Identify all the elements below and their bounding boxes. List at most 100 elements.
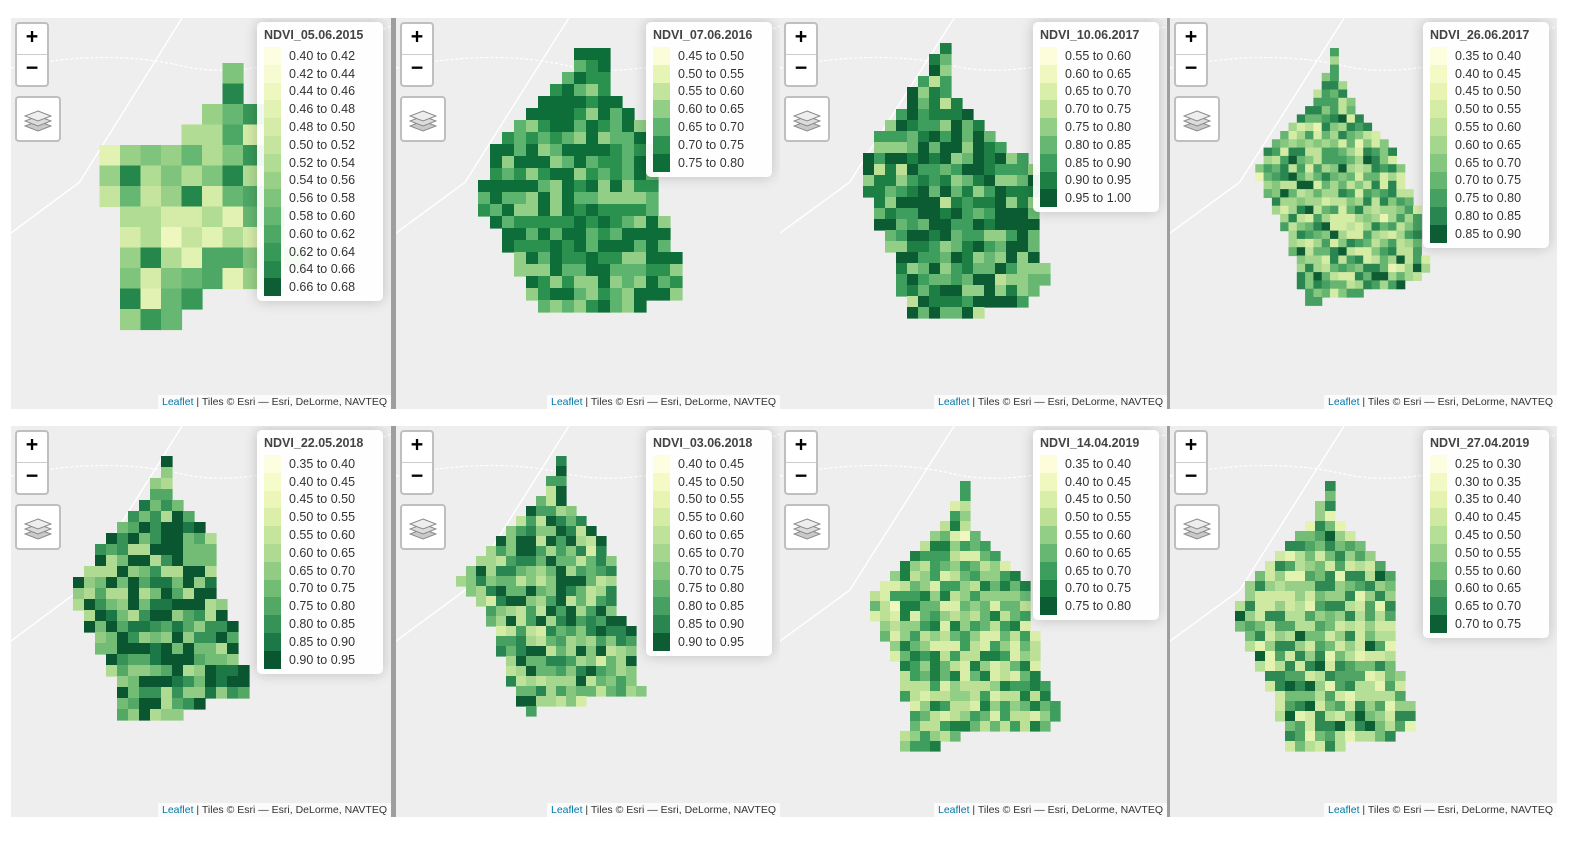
legend-entry: 0.75 to 0.80 [653, 579, 764, 598]
layers-control-button[interactable] [784, 96, 830, 142]
raster-cell [478, 204, 491, 217]
legend-label: 0.85 to 0.90 [1455, 226, 1522, 241]
raster-cell [1346, 155, 1356, 165]
raster-cell [506, 556, 517, 567]
raster-cell [546, 596, 557, 607]
raster-cell [181, 288, 203, 310]
zoom-in-button[interactable]: + [794, 432, 808, 456]
zoom-out-button[interactable]: − [786, 54, 816, 85]
legend-swatch [653, 472, 670, 491]
raster-cell [1396, 238, 1406, 248]
raster-cell [1305, 247, 1314, 257]
map-panel[interactable]: + − NDVI_22.05.2018 0.35 to 0.40 0.40 to 0.4… [11, 426, 391, 817]
layers-control-button[interactable] [1174, 96, 1220, 142]
raster-cell [576, 606, 587, 617]
raster-cell [610, 192, 623, 205]
raster-cell [216, 610, 228, 622]
map-panel[interactable]: + − NDVI_07.06.2016 0.45 to 0.50 0.50 to 0.5… [396, 18, 780, 409]
raster-cell [150, 709, 162, 721]
raster-cell [929, 307, 941, 319]
raster-cell [1010, 601, 1021, 612]
raster-cell [907, 186, 919, 198]
leaflet-link[interactable]: Leaflet [1327, 396, 1360, 408]
legend-swatch [1430, 508, 1447, 527]
raster-cell [896, 219, 908, 231]
raster-cell [1354, 247, 1364, 257]
raster-cell [900, 621, 911, 632]
leaflet-link[interactable]: Leaflet [937, 804, 970, 816]
map-panel[interactable]: + − NDVI_10.06.2017 0.55 to 0.60 0.60 to 0.6… [780, 18, 1167, 409]
zoom-in-button[interactable]: + [25, 432, 39, 456]
raster-cell [880, 601, 891, 612]
zoom-out-button[interactable]: − [1176, 54, 1206, 85]
raster-cell [222, 247, 244, 269]
layers-control-button[interactable] [15, 96, 61, 142]
zoom-out-button[interactable]: − [402, 54, 432, 85]
layers-control-button[interactable] [1174, 504, 1220, 550]
raster-cell [960, 611, 971, 622]
raster-cell [1354, 189, 1364, 198]
raster-cell [181, 247, 203, 269]
raster-cell [526, 606, 537, 617]
raster-cell [586, 636, 597, 647]
raster-cell [536, 646, 547, 657]
map-panel[interactable]: + − NDVI_03.06.2018 0.40 to 0.45 0.45 to 0.5… [396, 426, 780, 817]
zoom-in-button[interactable]: + [25, 24, 39, 48]
zoom-out-button[interactable]: − [786, 462, 816, 493]
raster-cell [1050, 701, 1061, 712]
zoom-in-button[interactable]: + [1184, 24, 1198, 48]
raster-cell [1335, 571, 1346, 582]
map-panel[interactable]: + − NDVI_26.06.2017 0.35 to 0.40 0.40 to 0.4… [1170, 18, 1557, 409]
raster-cell [1017, 219, 1029, 231]
raster-cell [95, 643, 107, 655]
zoom-out-button[interactable]: − [17, 462, 47, 493]
zoom-in-button[interactable]: + [794, 24, 808, 48]
raster-cell [216, 599, 228, 611]
zoom-in-button[interactable]: + [410, 24, 424, 48]
road-line [11, 433, 391, 479]
raster-cell [1330, 222, 1339, 232]
raster-cell [84, 621, 96, 633]
raster-cell [910, 681, 921, 692]
raster-cell [538, 108, 551, 121]
zoom-out-button[interactable]: − [402, 462, 432, 493]
raster-cell [984, 164, 996, 176]
raster-cell [980, 661, 991, 672]
map-panel[interactable]: + − NDVI_05.06.2015 0.40 to 0.42 0.42 to 0.4… [11, 18, 391, 409]
layers-control-button[interactable] [400, 504, 446, 550]
legend-entry: 0.25 to 0.30 [1430, 455, 1541, 473]
raster-cell [586, 556, 597, 567]
raster-cell [1305, 122, 1314, 132]
raster-cell [516, 616, 527, 627]
raster-cell [910, 671, 921, 682]
raster-cell [634, 240, 647, 253]
zoom-in-button[interactable]: + [410, 432, 424, 456]
layers-control-button[interactable] [784, 504, 830, 550]
layers-control-button[interactable] [15, 504, 61, 550]
layers-icon [1183, 110, 1211, 132]
leaflet-link[interactable]: Leaflet [550, 804, 583, 816]
leaflet-link[interactable]: Leaflet [937, 396, 970, 408]
raster-cell [1296, 230, 1306, 240]
leaflet-link[interactable]: Leaflet [161, 804, 194, 816]
raster-cell [538, 168, 551, 181]
leaflet-link[interactable]: Leaflet [550, 396, 583, 408]
map-panel[interactable]: + − NDVI_27.04.2019 0.25 to 0.30 0.30 to 0.3… [1170, 426, 1557, 817]
raster-cell [1280, 164, 1290, 174]
raster-cell [910, 641, 921, 652]
raster-cell [995, 208, 1007, 220]
leaflet-link[interactable]: Leaflet [161, 396, 194, 408]
leaflet-link[interactable]: Leaflet [1327, 804, 1360, 816]
zoom-out-button[interactable]: − [1176, 462, 1206, 493]
zoom-out-button[interactable]: − [17, 54, 47, 85]
zoom-in-button[interactable]: + [1184, 432, 1198, 456]
raster-cell [606, 576, 617, 587]
layers-control-button[interactable] [400, 96, 446, 142]
map-panel[interactable]: + − NDVI_14.04.2019 0.35 to 0.40 0.40 to 0.4… [780, 426, 1167, 817]
raster-cell [962, 263, 974, 275]
raster-cell [907, 219, 919, 231]
raster-cell [973, 241, 985, 253]
raster-cell [128, 544, 140, 556]
raster-cell [950, 501, 961, 512]
raster-cell [566, 556, 577, 567]
